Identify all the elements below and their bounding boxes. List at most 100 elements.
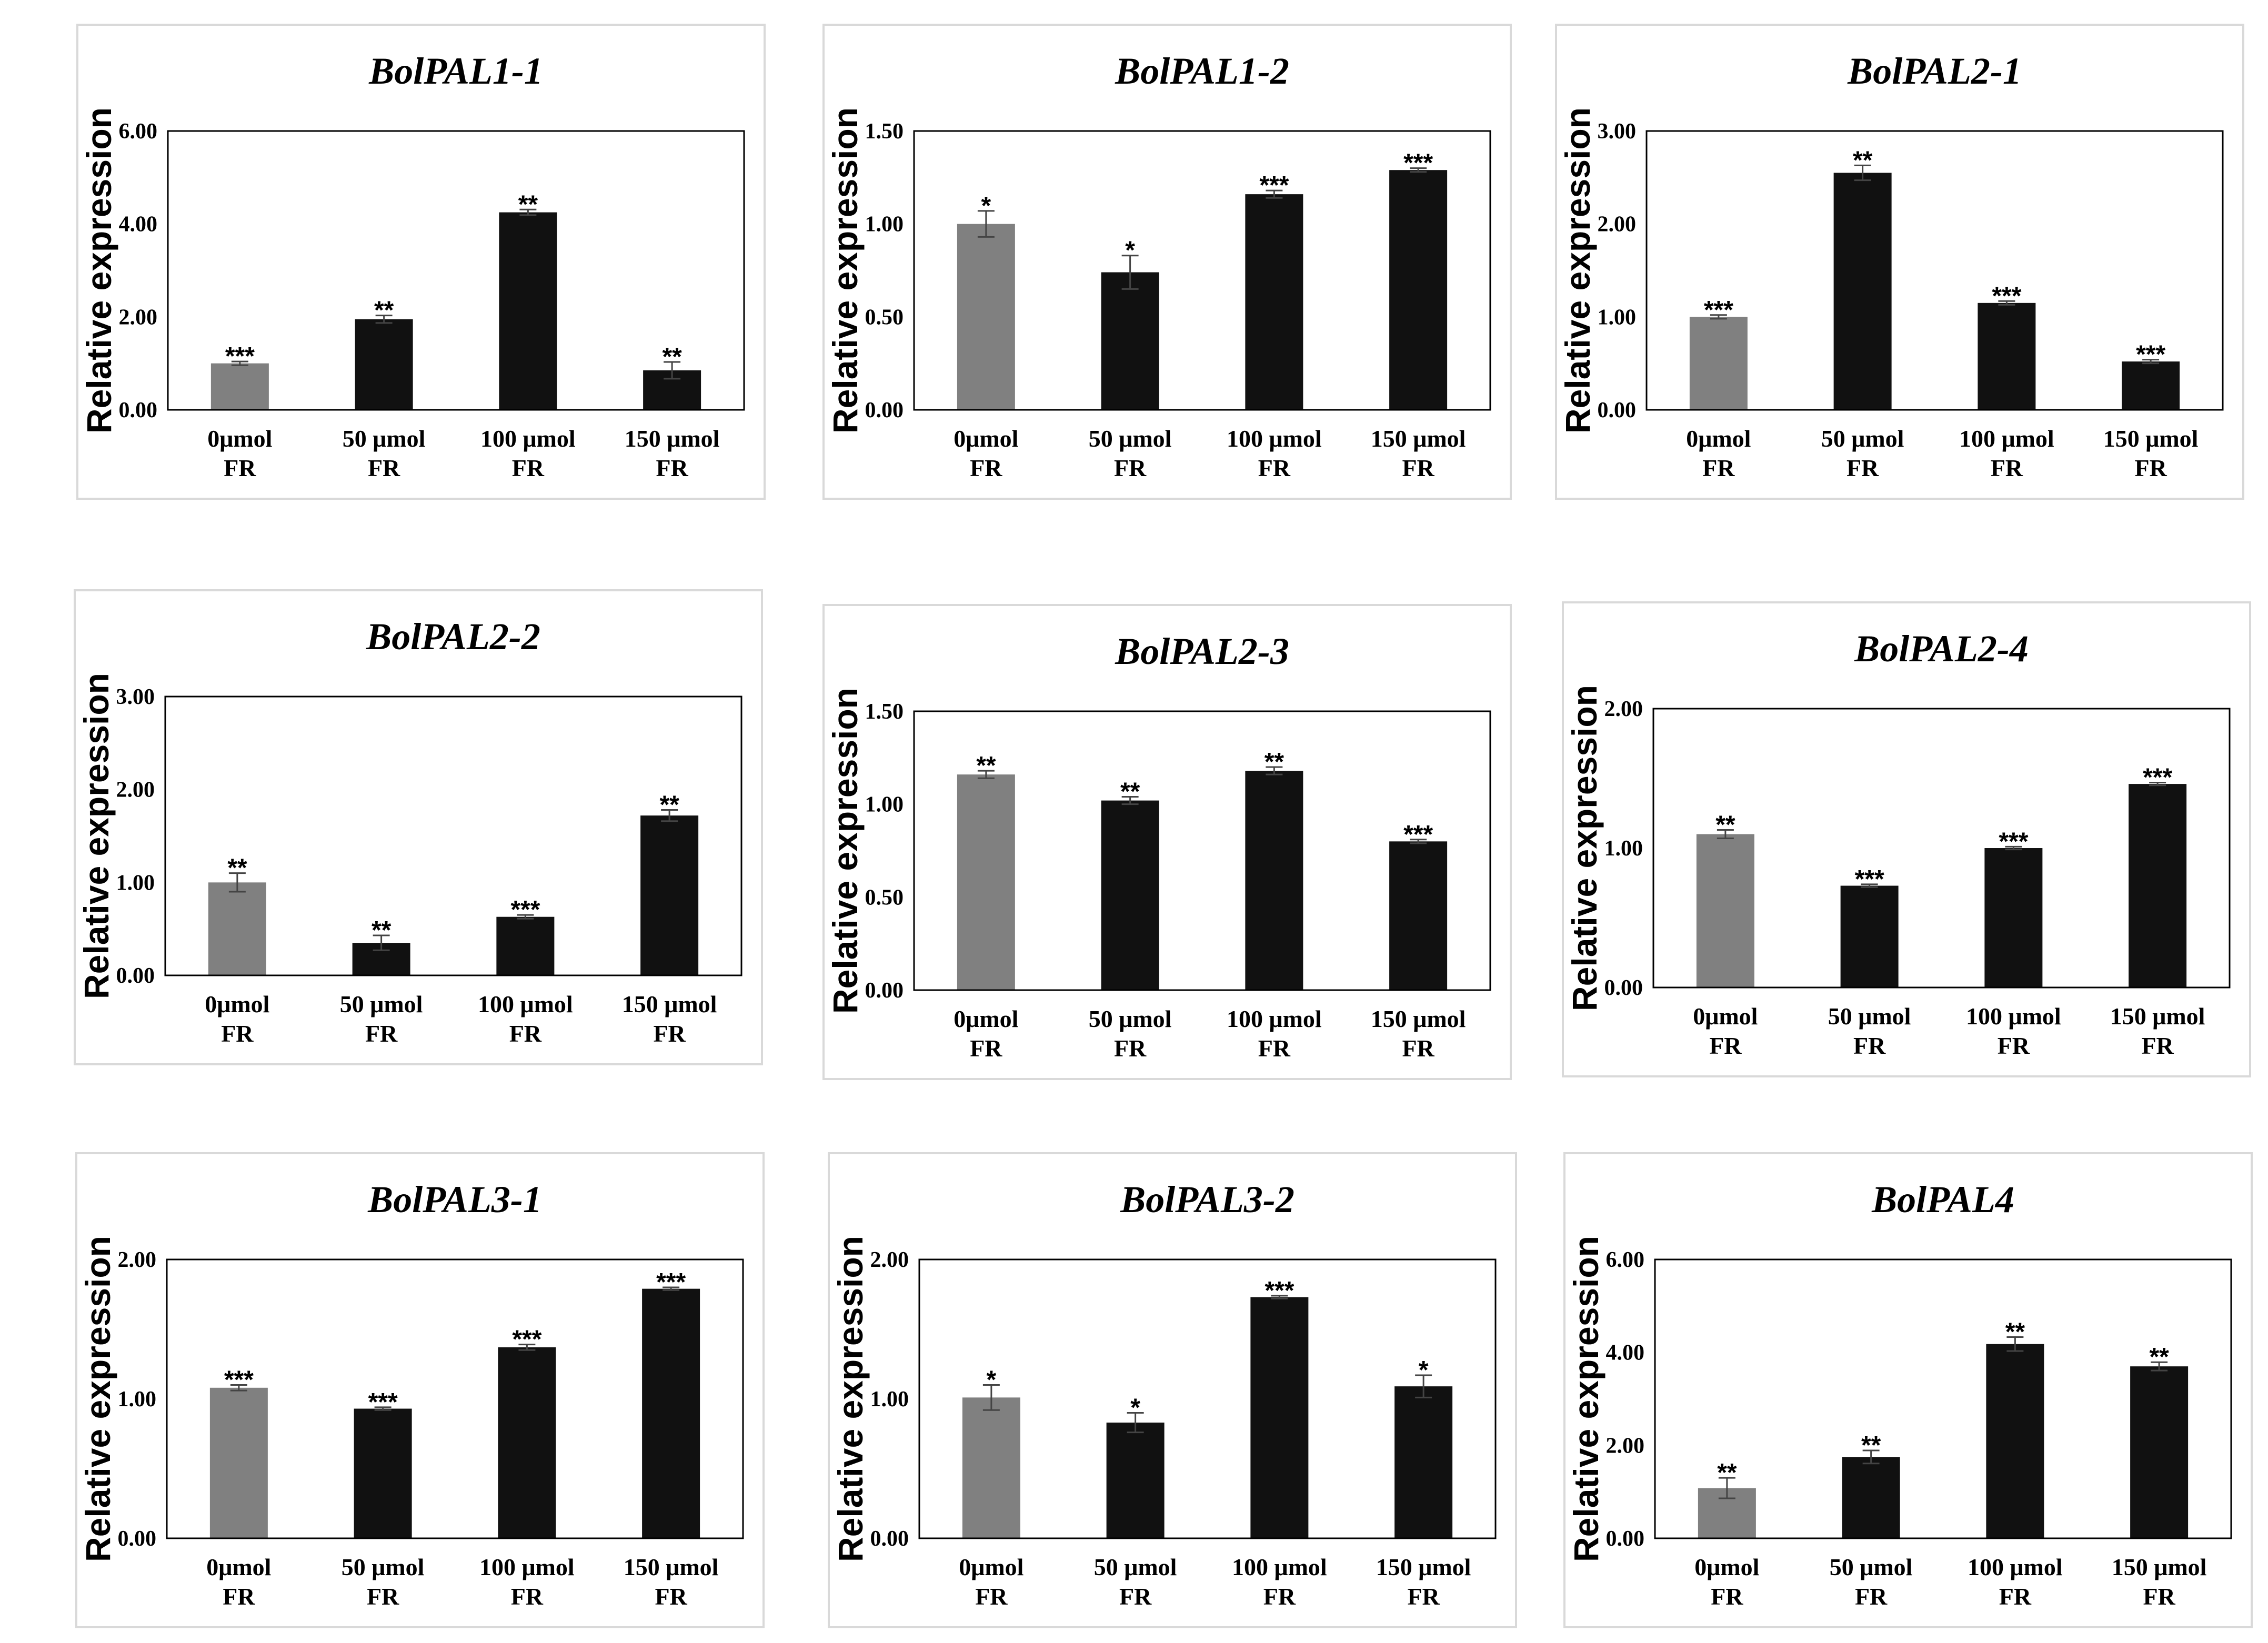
chart-title: BolPAL3-1: [367, 1178, 542, 1221]
bar: [354, 1408, 412, 1538]
x-tick-label: FR: [1402, 1035, 1434, 1062]
significance-label: ***: [1403, 821, 1433, 849]
bar: [1245, 771, 1303, 990]
bar: [1833, 173, 1892, 410]
y-tick-label: 0.00: [116, 964, 155, 988]
x-tick-label: FR: [1119, 1583, 1152, 1610]
bar: [2130, 1366, 2189, 1538]
x-tick-label: FR: [1702, 455, 1735, 481]
bar: [499, 212, 557, 410]
chart-title: BolPAL2-4: [1854, 628, 2029, 670]
bar: [1696, 834, 1754, 987]
chart-title: BolPAL4: [1871, 1178, 2014, 1221]
x-tick-label: 150 μmol: [2103, 425, 2199, 452]
x-tick-label: FR: [368, 455, 400, 481]
significance-label: **: [1853, 146, 1873, 174]
significance-label: ***: [1999, 828, 2028, 855]
x-tick-label: FR: [656, 455, 688, 481]
bar: [208, 882, 266, 975]
x-tick-label: 0μmol: [205, 991, 269, 1017]
x-tick-label: 150 μmol: [1371, 1005, 1466, 1032]
x-tick-label: 0μmol: [1686, 425, 1751, 452]
chart-panel-bolpal2-3: BolPAL2-3 Relative expression 0.00 0.50 1.00…: [822, 604, 1512, 1080]
y-tick-label: 0.00: [1598, 398, 1637, 422]
x-tick-label: 150 μmol: [2110, 1003, 2205, 1030]
x-tick-label: FR: [1258, 1035, 1291, 1062]
significance-label: ***: [1259, 172, 1289, 199]
x-tick-label: FR: [1258, 455, 1291, 481]
significance-label: ***: [224, 1366, 254, 1394]
plot-frame: [913, 130, 1491, 411]
bar: [1106, 1423, 1165, 1538]
significance-label: **: [1715, 811, 1735, 839]
y-tick-label: 2.00: [118, 1248, 157, 1272]
significance-label: *: [981, 192, 991, 220]
significance-label: ***: [1704, 296, 1733, 324]
significance-label: **: [1120, 778, 1140, 806]
y-axis-label: Relative expression: [826, 107, 865, 434]
significance-label: **: [1861, 1432, 1881, 1459]
x-tick-label: 100 μmol: [1968, 1554, 2063, 1580]
chart-bolpal3-2: BolPAL3-2 Relative expression 0.00 1.00 2.00…: [831, 1178, 1497, 1610]
y-tick-label: 0.00: [1606, 1527, 1645, 1551]
chart-panel-bolpal1-2: BolPAL1-2 Relative expression 0.00 0.50 1.00…: [822, 24, 1512, 500]
x-tick-label: FR: [975, 1583, 1008, 1610]
y-tick-label: 1.00: [870, 1387, 909, 1412]
x-tick-label: FR: [1711, 1583, 1743, 1610]
significance-label: ***: [225, 342, 255, 370]
chart-title: BolPAL3-2: [1120, 1178, 1294, 1221]
y-tick-label: 0.00: [865, 979, 904, 1003]
significance-label: ***: [368, 1388, 398, 1416]
x-tick-label: 150 μmol: [625, 425, 720, 452]
x-tick-label: FR: [970, 455, 1002, 481]
plot-frame: [164, 695, 742, 976]
x-tick-label: 150 μmol: [622, 991, 717, 1017]
chart-bolpal2-4: BolPAL2-4 Relative expression 0.00 1.00 2.00…: [1565, 628, 2231, 1059]
bar: [957, 774, 1015, 990]
y-tick-label: 4.00: [1606, 1341, 1645, 1365]
x-tick-label: FR: [1846, 455, 1879, 481]
bar: [355, 319, 413, 410]
y-axis-label: Relative expression: [831, 1236, 870, 1562]
plot-frame: [918, 1258, 1497, 1539]
x-tick-label: FR: [512, 455, 545, 481]
chart-panel-bolpal2-1: BolPAL2-1 Relative expression 0.00 1.00 2.00…: [1555, 24, 2244, 500]
bar: [496, 916, 555, 975]
y-axis-label: Relative expression: [77, 673, 116, 999]
x-tick-label: 150 μmol: [624, 1554, 719, 1580]
significance-label: **: [1717, 1459, 1737, 1487]
x-tick-label: FR: [1709, 1032, 1742, 1059]
chart-title: BolPAL2-2: [366, 616, 540, 658]
x-tick-label: FR: [2134, 455, 2167, 481]
x-tick-label: 100 μmol: [1959, 425, 2054, 452]
bar: [1394, 1386, 1453, 1538]
x-tick-label: 0μmol: [954, 425, 1018, 452]
x-tick-label: FR: [655, 1583, 687, 1610]
bar: [1101, 800, 1159, 990]
y-tick-label: 1.00: [865, 213, 904, 237]
plot-frame: [1654, 1258, 2232, 1539]
y-tick-label: 3.00: [116, 685, 155, 709]
significance-label: **: [2149, 1343, 2169, 1371]
bar: [498, 1347, 556, 1538]
bar: [1245, 194, 1303, 410]
bar: [1842, 1457, 1900, 1538]
y-tick-label: 2.00: [119, 305, 158, 329]
x-tick-label: 50 μmol: [342, 1554, 425, 1580]
plot-frame: [913, 710, 1491, 991]
bar: [2122, 361, 2180, 410]
y-tick-label: 3.00: [1598, 119, 1637, 144]
significance-label: ***: [2143, 763, 2172, 791]
chart-title: BolPAL1-1: [368, 50, 543, 92]
significance-label: **: [372, 916, 392, 944]
chart-bolpal1-1: BolPAL1-1 Relative expression 0.00 2.00 4.00…: [79, 50, 745, 481]
bar: [640, 815, 699, 975]
bar: [2129, 784, 2187, 987]
y-tick-label: 2.00: [1604, 697, 1643, 721]
y-tick-label: 1.50: [865, 119, 904, 144]
x-tick-label: 150 μmol: [1376, 1554, 1471, 1580]
y-tick-label: 2.00: [1598, 213, 1637, 237]
bar: [1978, 303, 2036, 410]
chart-title: BolPAL2-1: [1847, 50, 2022, 92]
significance-label: *: [987, 1366, 997, 1394]
